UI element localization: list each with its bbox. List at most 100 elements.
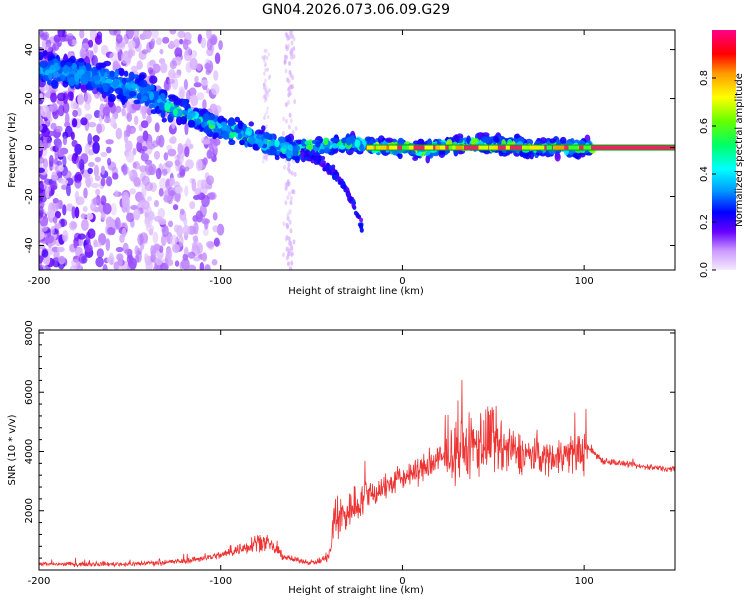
spectrogram-cell	[202, 99, 207, 110]
spectrogram-ridge-cell	[51, 79, 57, 88]
spectrogram-cell	[90, 182, 100, 189]
spectrogram-cell	[62, 230, 69, 243]
spectrogram-ridge-cell	[261, 125, 266, 132]
spectrogram-cell	[292, 189, 296, 195]
zero-frequency-band	[366, 144, 675, 151]
spectrogram-cell	[167, 259, 174, 266]
spectrogram-branch-cell	[355, 213, 360, 219]
spectrogram-ridge-cell	[330, 137, 339, 143]
spectrogram-ridge-cell	[274, 139, 280, 148]
spectrogram-cell	[196, 242, 204, 255]
spectrogram-cell	[50, 225, 55, 234]
spectrogram-cell	[93, 164, 100, 178]
spectrogram-cell	[136, 135, 145, 144]
spectrogram-ridge-cell	[285, 136, 292, 142]
spectrogram-ridge-cell	[397, 137, 405, 147]
spectrogram-cell	[189, 201, 196, 210]
spectrogram-branch-cell	[345, 187, 350, 192]
spectrogram-cell	[95, 256, 104, 268]
spectrogram-ridge-cell	[59, 74, 66, 82]
spectrogram-cell	[205, 175, 215, 186]
spectrogram-ridge-cell	[46, 79, 52, 86]
spectrogram-ridge-cell	[62, 64, 69, 74]
spectrogram-cell	[286, 212, 290, 218]
spectrogram-cell	[294, 126, 298, 132]
spectrogram-cell	[71, 139, 78, 148]
spectrogram-cell	[145, 205, 152, 214]
spectrogram-ridge-cell	[483, 136, 491, 144]
spectrogram-ridge-cell	[494, 137, 500, 143]
spectrogram-cell	[204, 264, 211, 270]
spectrogram-cell	[187, 251, 196, 259]
spectrogram-cell	[84, 102, 91, 111]
spectrogram-cell	[292, 53, 296, 59]
spectrogram-cell	[141, 49, 148, 55]
spectrogram-cell	[120, 51, 130, 64]
spectrogram-ridge-cell	[234, 116, 241, 123]
spectrogram-cell	[137, 233, 144, 246]
spectrogram-cell	[60, 218, 65, 228]
spectrogram-cell	[84, 244, 93, 253]
spectrogram-ridge-cell	[149, 75, 158, 84]
spectrogram-cell	[161, 168, 168, 176]
spectrogram-cell	[105, 176, 113, 187]
spectrogram-cell	[158, 188, 164, 197]
spectrogram-cell	[55, 143, 61, 153]
spectrogram-cell	[284, 68, 288, 74]
spectrogram-cell	[201, 218, 211, 225]
spectrogram-branch-cell	[348, 197, 353, 202]
spectrogram-cell	[71, 118, 78, 128]
spectrogram-cell	[213, 237, 220, 247]
spectrogram-cell	[103, 117, 112, 124]
spectrogram-cell	[172, 204, 179, 211]
spectrogram-cell	[105, 139, 114, 145]
spectrogram-cell	[121, 195, 130, 208]
spectrogram-cell	[286, 246, 290, 252]
spectrogram-cell	[92, 135, 100, 143]
spectrogram-ridge-cell	[210, 120, 215, 126]
spectrogram-cell	[57, 164, 64, 172]
snr-y-label: SNR (10 * v/v)	[7, 414, 18, 485]
spectrogram-cell	[285, 224, 289, 230]
spectrogram-ridge-cell	[50, 64, 57, 70]
spectrogram-cell	[204, 62, 211, 70]
spectrogram-y-tick-label: 40	[24, 43, 35, 56]
spectrogram-branch-cell	[316, 160, 321, 165]
spectrogram-ridge-cell	[417, 138, 425, 147]
spectrogram-cell	[91, 55, 98, 66]
spectrogram-ridge-cell	[47, 72, 53, 80]
spectrogram-cell	[84, 174, 94, 186]
spectrogram-ridge-cell	[180, 116, 187, 125]
colorbar-ticks: 0.0 0.2 0.4 0.6 0.8	[699, 70, 716, 278]
zero-band-segment	[583, 145, 592, 150]
spectrogram-cell	[186, 89, 191, 102]
zero-band-segment	[529, 145, 539, 150]
spectrogram-cell	[290, 252, 294, 258]
spectrogram-cell	[70, 100, 77, 110]
spectrogram-cell	[283, 60, 287, 66]
spectrogram-cell	[174, 159, 180, 167]
spectrogram-cell	[179, 165, 186, 177]
spectrogram-ridge-cell	[100, 67, 105, 77]
spectrogram-cell	[80, 218, 89, 231]
spectrogram-cell	[52, 197, 59, 204]
spectrogram-cell	[64, 112, 70, 126]
spectrogram-cell	[150, 249, 157, 261]
zero-band-segment	[522, 145, 530, 150]
spectrogram-y-ticks: -40 -20 0 20 40	[24, 43, 675, 254]
spectrogram-cell	[286, 36, 290, 42]
spectrogram-cell	[88, 161, 95, 168]
spectrogram-cell	[282, 221, 286, 227]
spectrogram-cell	[94, 35, 103, 45]
spectrogram-cell	[153, 150, 161, 160]
spectrogram-cell	[100, 177, 106, 187]
spectrogram-cell	[263, 71, 266, 76]
spectrogram-cell	[169, 40, 175, 49]
spectrogram-cell	[112, 172, 119, 180]
spectrogram-cell	[110, 202, 117, 216]
spectrogram-cell	[72, 109, 78, 117]
spectrogram-cell	[152, 63, 161, 74]
spectrogram-cell	[115, 105, 122, 114]
spectrogram-cell	[159, 48, 164, 55]
spectrogram-cell	[140, 120, 149, 129]
